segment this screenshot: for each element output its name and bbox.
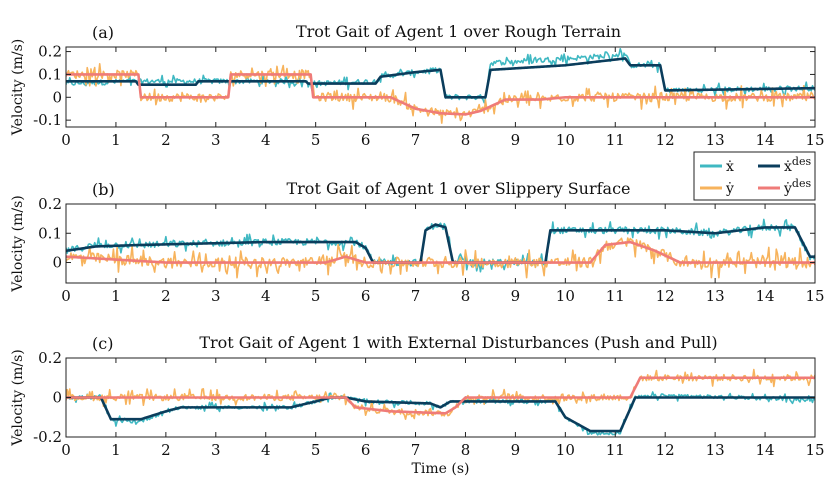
series-line-y-des (66, 73, 815, 116)
x-tick-label: 10 (556, 287, 575, 305)
panel-label: (c) (92, 334, 113, 353)
y-axis-label: Velocity (m/s) (10, 349, 26, 446)
axes-frame (65, 203, 816, 284)
x-tick-label: 2 (161, 131, 171, 149)
x-tick-label: 14 (756, 287, 775, 305)
series-group (66, 368, 815, 436)
x-tick-label: 0 (61, 287, 71, 305)
legend-entry-sup: des (792, 177, 812, 190)
y-tick-label: -0.1 (33, 111, 62, 129)
x-tick-label: 2 (161, 287, 171, 305)
x-tick-label: 1 (111, 287, 121, 305)
x-tick-label: 3 (211, 287, 221, 305)
y-tick-label: 0.1 (38, 65, 62, 83)
x-tick-label: 1 (111, 441, 121, 459)
panel-label: (a) (92, 23, 114, 42)
y-axis-label: Velocity (m/s) (10, 39, 26, 136)
series-line-y-des (66, 240, 815, 264)
x-tick-label: 5 (311, 441, 321, 459)
series-line-y-des (66, 376, 815, 415)
y-tick-label: 0.2 (38, 195, 62, 213)
x-tick-label: 9 (511, 131, 521, 149)
x-tick-label: 9 (511, 441, 521, 459)
x-tick-label: 11 (606, 131, 625, 149)
x-tick-label: 7 (411, 441, 421, 459)
x-tick-label: 7 (411, 287, 421, 305)
y-tick-label: 0.1 (38, 224, 62, 242)
legend-entry-label: ẏ (725, 181, 734, 197)
x-tick-label: 15 (805, 441, 824, 459)
x-tick-label: 8 (461, 441, 471, 459)
y-tick-label: 0 (52, 254, 62, 272)
x-tick-label: 4 (261, 131, 271, 149)
panel-title: Trot Gait of Agent 1 over Slippery Surfa… (286, 179, 630, 198)
x-tick-label: 8 (461, 131, 471, 149)
panel-label: (b) (92, 180, 115, 199)
series-group (66, 47, 815, 124)
x-tick-label: 13 (706, 131, 725, 149)
panel-title: Trot Gait of Agent 1 with External Distu… (199, 333, 717, 352)
y-tick-label: 0.2 (38, 349, 62, 367)
legend-entry-sup: des (792, 155, 812, 168)
x-tick-label: 0 (61, 441, 71, 459)
legend-entry-label: ẋ (726, 159, 734, 175)
x-tick-label: 14 (756, 131, 775, 149)
x-tick-label: 3 (211, 441, 221, 459)
series-line-y (66, 63, 815, 124)
x-axis-label: Time (s) (412, 461, 470, 477)
x-tick-label: 12 (656, 287, 675, 305)
axes-frame (65, 46, 816, 128)
y-tick-label: 0.2 (38, 43, 62, 61)
x-tick-label: 3 (211, 131, 221, 149)
x-tick-label: 10 (556, 131, 575, 149)
x-tick-label: 15 (805, 131, 824, 149)
x-tick-label: 5 (311, 287, 321, 305)
x-tick-label: 12 (656, 131, 675, 149)
panel-a: 0 1 2 3 4 5 6 7 8 9 10 11 12 13 14 15-0.100.10.2Velocit… (10, 22, 825, 149)
x-tick-label: 5 (311, 131, 321, 149)
y-axis-label: Velocity (m/s) (10, 195, 26, 292)
x-tick-label: 13 (706, 441, 725, 459)
series-line-x-des (66, 57, 815, 99)
x-tick-label: 12 (656, 441, 675, 459)
x-tick-label: 6 (361, 441, 371, 459)
legend-box (693, 151, 816, 201)
y-tick-label: 0 (52, 389, 62, 407)
x-tick-label: 11 (606, 441, 625, 459)
x-tick-label: 14 (756, 441, 775, 459)
x-tick-label: 6 (361, 287, 371, 305)
x-tick-label: 13 (706, 287, 725, 305)
x-tick-label: 4 (261, 287, 271, 305)
x-tick-label: 0 (61, 131, 71, 149)
x-tick-label: 6 (361, 131, 371, 149)
x-tick-label: 10 (556, 441, 575, 459)
panel-title: Trot Gait of Agent 1 over Rough Terrain (296, 22, 621, 41)
x-tick-label: 15 (805, 287, 824, 305)
x-tick-label: 11 (606, 287, 625, 305)
series-group (66, 218, 815, 279)
y-tick-label: -0.2 (33, 428, 62, 446)
x-tick-label: 8 (461, 287, 471, 305)
x-tick-label: 7 (411, 131, 421, 149)
x-tick-label: 1 (111, 131, 121, 149)
x-tick-label: 4 (261, 441, 271, 459)
x-tick-label: 2 (161, 441, 171, 459)
series-line-x-des (66, 396, 815, 433)
x-tick-label: 9 (511, 287, 521, 305)
series-line-x-des (66, 223, 815, 264)
y-tick-label: 0 (52, 88, 62, 106)
